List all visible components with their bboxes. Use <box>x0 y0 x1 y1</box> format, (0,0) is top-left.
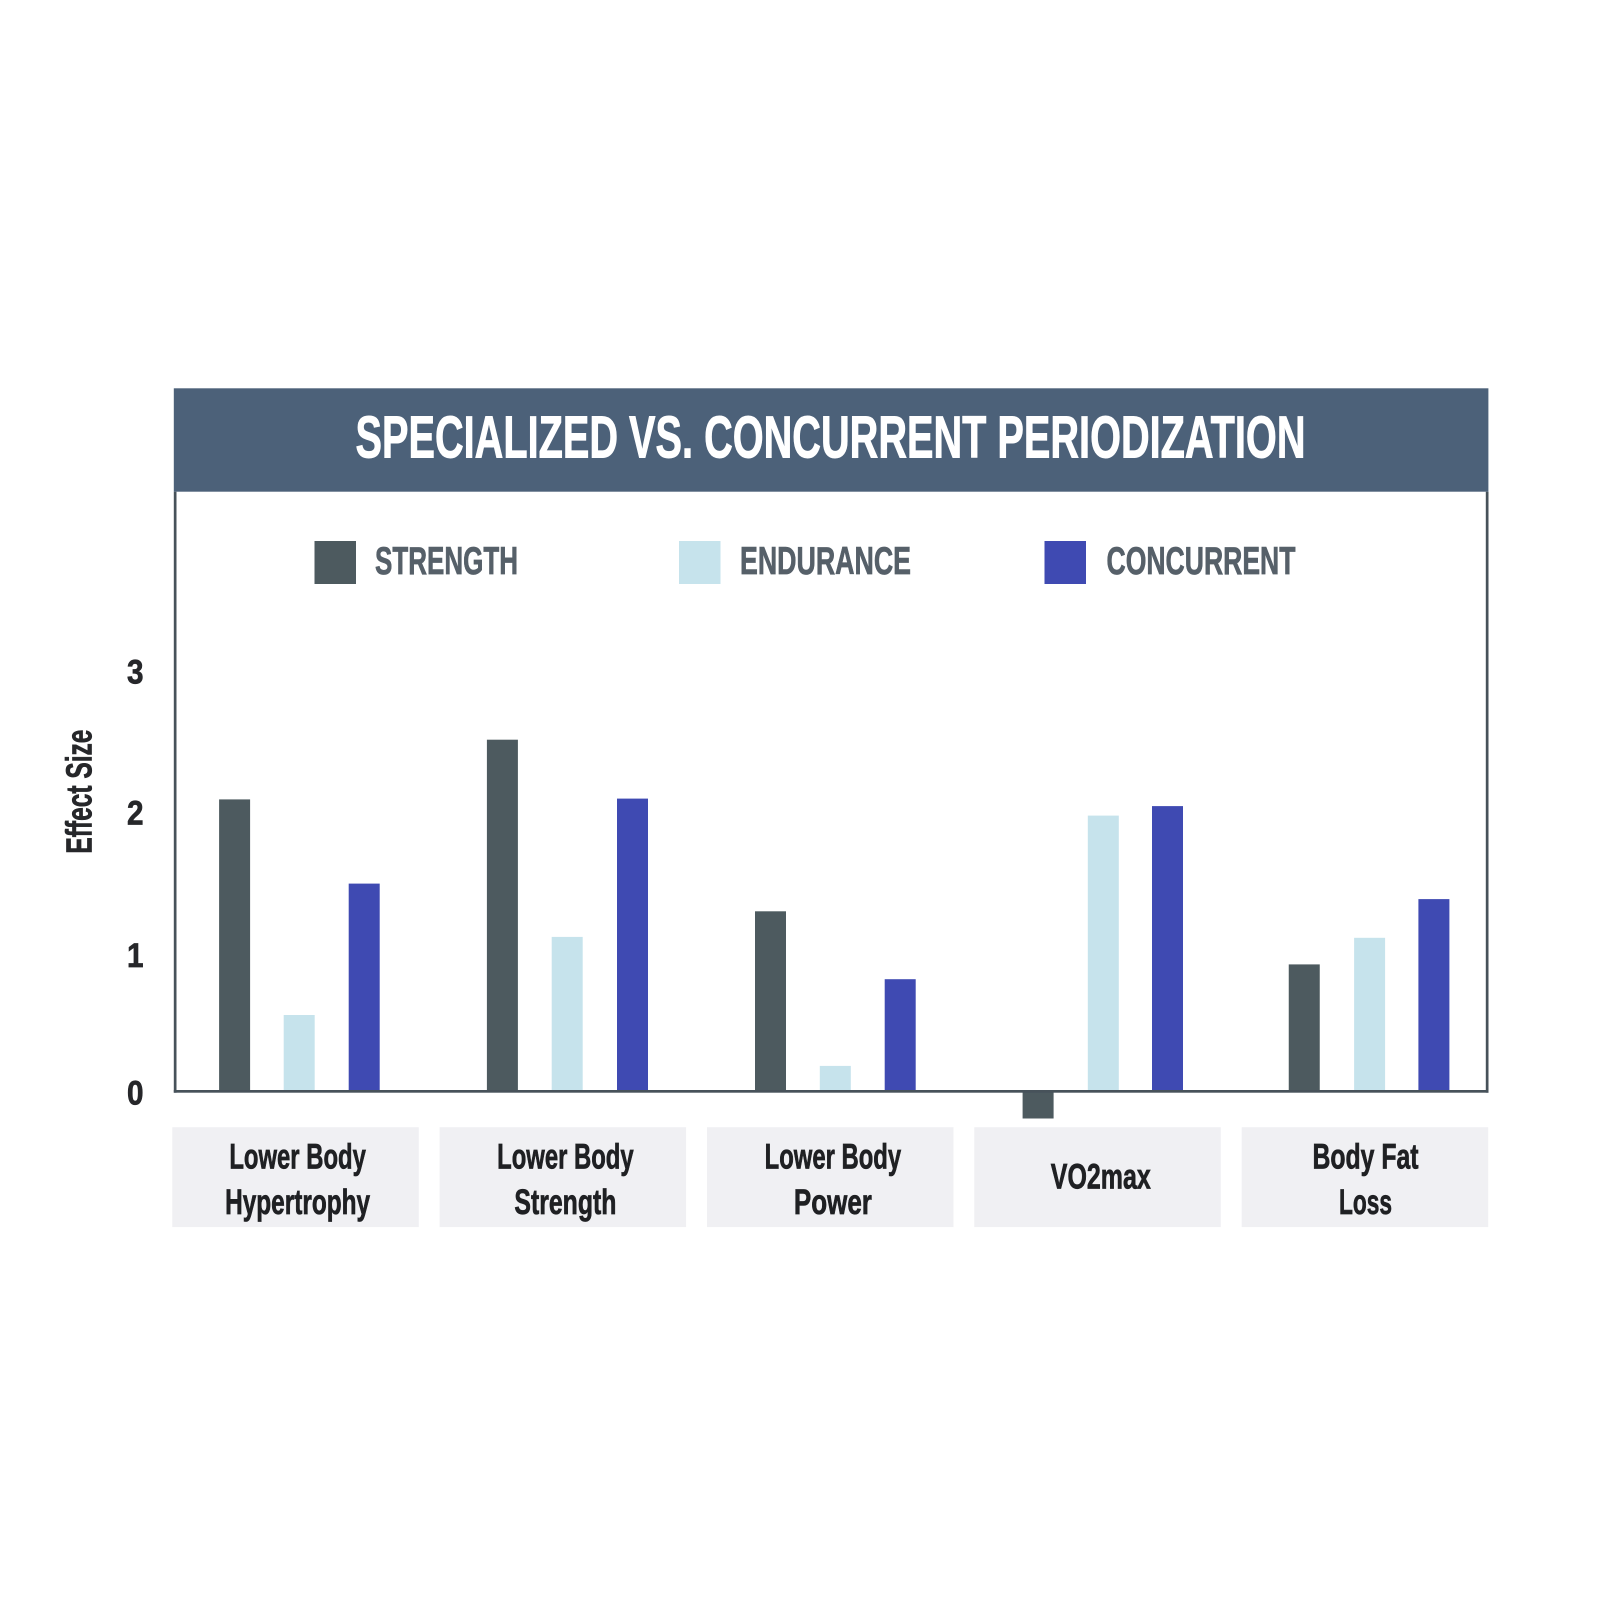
svg-text:Lower Body: Lower Body <box>765 1138 902 1177</box>
svg-text:Hypertrophy: Hypertrophy <box>225 1183 370 1222</box>
svg-text:STRENGTH: STRENGTH <box>375 540 518 583</box>
svg-text:0: 0 <box>127 1074 144 1112</box>
svg-text:2: 2 <box>127 794 144 832</box>
svg-text:SPECIALIZED VS. CONCURRENT PER: SPECIALIZED VS. CONCURRENT PERIODIZATION <box>356 405 1306 471</box>
svg-text:Power: Power <box>794 1183 872 1222</box>
svg-text:1: 1 <box>127 937 144 975</box>
svg-text:Loss: Loss <box>1339 1183 1392 1222</box>
svg-text:Lower Body: Lower Body <box>229 1138 366 1177</box>
svg-text:3: 3 <box>127 653 144 691</box>
svg-text:CONCURRENT: CONCURRENT <box>1107 540 1296 583</box>
svg-text:Body Fat: Body Fat <box>1313 1138 1419 1177</box>
svg-text:Effect Size: Effect Size <box>59 730 100 854</box>
svg-text:Strength: Strength <box>514 1183 616 1222</box>
svg-text:ENDURANCE: ENDURANCE <box>740 540 911 583</box>
svg-text:VO2max: VO2max <box>1051 1158 1151 1197</box>
svg-text:Lower Body: Lower Body <box>497 1138 634 1177</box>
